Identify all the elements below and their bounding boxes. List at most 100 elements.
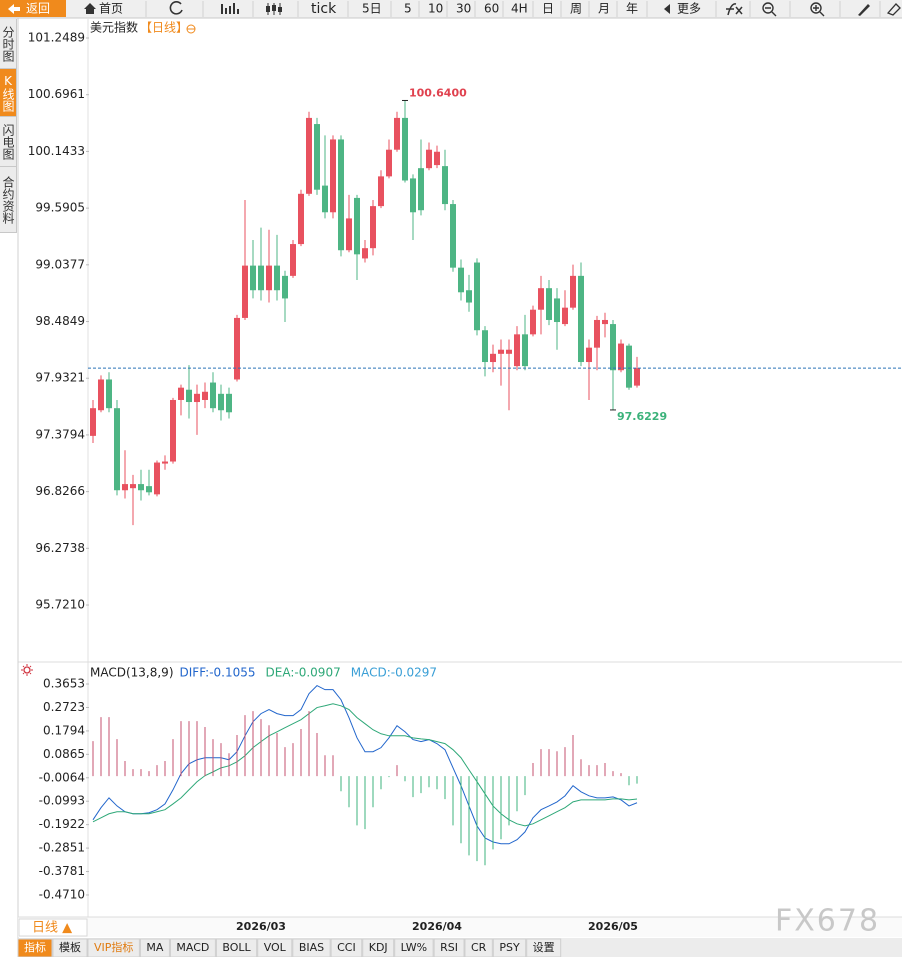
indicator-tab-label[interactable]: RSI (440, 941, 458, 954)
candle-body (554, 298, 560, 323)
period-button[interactable]: 4H (511, 2, 528, 16)
period-button[interactable]: 月 (598, 2, 610, 16)
candle-body (498, 349, 504, 354)
annotation-label: 100.6400 (409, 86, 467, 99)
indicator-tab-label[interactable]: CCI (337, 941, 356, 954)
indicator-tab-label[interactable]: 设置 (533, 941, 555, 954)
candle-body (522, 334, 528, 367)
zoom-in-icon[interactable] (810, 2, 822, 14)
candle-icon-body (278, 7, 282, 12)
indicator-tab[interactable]: MACD (169, 938, 216, 957)
sidebar-tab[interactable]: K线图 (0, 69, 17, 117)
watermark: FX678 (775, 904, 880, 939)
y-tick-label: 97.9321 (35, 371, 85, 385)
y-tick-label: 99.0377 (35, 257, 85, 271)
indicator-tab-bg (257, 938, 293, 957)
y-tick-label: 0.1794 (43, 723, 85, 737)
indicator-tab-label[interactable]: LW% (401, 941, 427, 954)
indicator-tab[interactable]: 设置 (526, 938, 562, 957)
candle-body (154, 462, 160, 495)
period-button[interactable]: 30 (456, 2, 471, 16)
indicator-tab[interactable]: LW% (394, 938, 434, 957)
candle-body (162, 461, 168, 464)
indicator-tab-bg (215, 938, 258, 957)
candle-body (378, 176, 384, 207)
x-tick-label: 2026/03 (236, 920, 286, 933)
refresh-icon[interactable] (169, 1, 183, 15)
home-label[interactable]: 首页 (99, 2, 123, 16)
indicator-tab[interactable]: BOLL (215, 938, 258, 957)
indicator-tab[interactable]: 指标 (17, 938, 53, 957)
pen-icon[interactable] (858, 4, 870, 16)
period-button[interactable]: 年 (626, 2, 638, 16)
back-icon (8, 4, 20, 14)
period-button[interactable]: 周 (570, 2, 582, 16)
sidebar-tab[interactable]: 分时图 (0, 19, 17, 69)
indicator-tab[interactable]: KDJ (362, 938, 395, 957)
candle-body (402, 117, 408, 181)
indicator-tab[interactable]: 模板 (52, 938, 88, 957)
indicator-tab-label[interactable]: PSY (499, 941, 520, 954)
eraser-icon[interactable] (886, 3, 901, 16)
sidebar-tab[interactable]: 合约资料 (0, 167, 17, 233)
more-button[interactable]: 更多 (677, 2, 701, 16)
back-button[interactable] (0, 0, 66, 17)
chart-icon[interactable] (221, 3, 239, 14)
indicator-tab-label[interactable]: MACD (176, 941, 209, 954)
indicator-tab[interactable]: PSY (492, 938, 527, 957)
period-button[interactable]: 5 (404, 2, 412, 16)
candle-icon-body (266, 6, 270, 12)
indicator-tab-bg (330, 938, 363, 957)
y-tick-label: 96.8266 (35, 484, 85, 498)
indicator-tab[interactable]: CR (464, 938, 493, 957)
period-button[interactable]: 60 (484, 2, 499, 16)
indicator-tab-label[interactable]: BIAS (299, 941, 324, 954)
indicator-tab-bg (292, 938, 331, 957)
period-select[interactable] (18, 918, 88, 937)
indicator-icon[interactable] (23, 666, 31, 674)
period-button[interactable]: 10 (428, 2, 443, 16)
candle-body (330, 139, 336, 213)
indicator-tab[interactable]: VIP指标 (87, 938, 140, 957)
y-tick-label: 95.7210 (35, 598, 85, 612)
candle-body (538, 288, 544, 310)
indicator-tab[interactable]: RSI (433, 938, 465, 957)
indicator-tab-label[interactable]: BOLL (222, 941, 251, 954)
zoom-out-icon[interactable] (762, 2, 774, 14)
indicator-tab-label[interactable]: 指标 (24, 940, 46, 954)
period-button[interactable]: 5日 (362, 2, 382, 16)
candle-body (290, 244, 296, 276)
indicator-tab[interactable]: BIAS (292, 938, 331, 957)
indicator-tab-label[interactable]: VIP指标 (94, 940, 133, 954)
indicator-tab[interactable]: MA (139, 938, 170, 957)
period-button[interactable]: tick (311, 1, 337, 17)
indicator-tab-label[interactable]: 模板 (59, 940, 81, 954)
indicator-tab[interactable]: CCI (330, 938, 363, 957)
candle-body (298, 193, 304, 245)
y-tick-label: -0.3781 (39, 864, 85, 878)
indicator-tab-label[interactable]: VOL (264, 941, 287, 954)
chart-title: 美元指数 (90, 20, 138, 35)
indicator-tab-label[interactable]: KDJ (369, 941, 388, 954)
indicator-tab-label[interactable]: MA (146, 941, 163, 954)
formula-icon[interactable] (726, 3, 743, 16)
candle-body (458, 267, 464, 293)
candle-body (602, 319, 608, 325)
candle-body (394, 117, 400, 150)
macd-line (92, 703, 638, 827)
period-button[interactable]: 日 (542, 2, 554, 16)
indicator-icon (21, 664, 33, 676)
candle-body (418, 168, 424, 211)
candle-body (370, 206, 376, 249)
sidebar-tab[interactable]: 闪电图 (0, 117, 17, 167)
indicator-tab[interactable]: VOL (257, 938, 293, 957)
y-tick-label: 96.2738 (35, 541, 85, 555)
period-select-label[interactable]: 日线 ▲ (32, 921, 72, 936)
candle-body (450, 204, 456, 268)
y-tick-label: -0.0064 (39, 770, 85, 784)
candle-body (490, 353, 496, 363)
y-tick-label: 98.4849 (35, 314, 85, 328)
back-label[interactable]: 返回 (26, 2, 50, 16)
indicator-tab-label[interactable]: CR (471, 941, 487, 954)
x-tick-label: 2026/05 (588, 920, 638, 933)
